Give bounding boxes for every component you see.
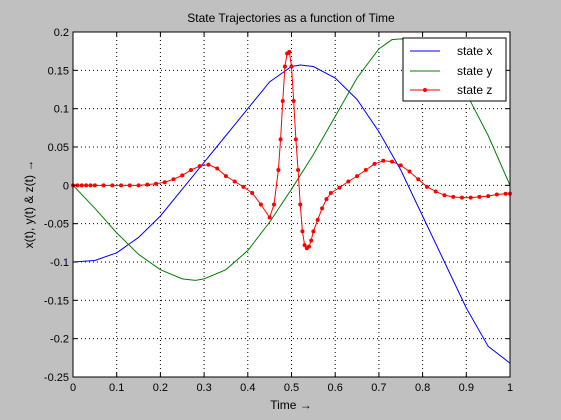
data-point-state-z [296,168,301,172]
data-point-state-z [92,183,97,188]
y-tick-label: -0.15 [44,295,69,307]
data-point-state-z [75,183,80,188]
legend-label-z: state z [457,83,492,97]
legend-label-x: state x [457,44,492,58]
data-point-state-z [424,184,429,189]
data-point-state-z [84,183,89,188]
y-tick-label: 0.05 [48,142,69,154]
data-point-state-z [154,181,159,186]
data-point-state-z [127,183,132,188]
data-point-state-z [258,202,263,207]
data-point-state-z [291,99,296,103]
data-point-state-z [486,194,491,199]
data-point-state-z [494,192,499,197]
y-tick-label: 0 [63,180,69,192]
data-point-state-z [101,183,106,188]
data-point-state-z [311,229,316,234]
data-point-state-z [110,183,115,188]
data-point-state-z [337,185,342,190]
data-point-state-z [315,217,320,222]
data-point-state-z [88,183,93,188]
data-point-state-z [267,215,272,220]
data-point-state-z [119,183,124,188]
data-point-state-z [180,173,185,178]
data-point-state-z [197,164,202,169]
data-point-state-z [459,195,464,200]
x-tick-label: 1 [507,382,513,394]
data-point-state-z [223,174,228,179]
data-point-state-z [407,169,412,174]
x-tick-label: 0.1 [109,382,124,394]
data-point-state-z [289,64,294,69]
x-tick-label: 0.8 [415,382,430,394]
data-point-state-z [162,180,167,185]
y-tick-label: -0.05 [44,219,69,231]
data-point-state-z [416,177,421,182]
data-point-state-z [282,64,287,69]
data-point-state-z [300,229,305,234]
series-line-state-x [72,64,511,364]
data-point-state-z [442,193,447,198]
x-tick-label: 0.5 [284,382,299,394]
data-point-state-z [355,174,360,179]
legend: state x state y state z [402,37,507,102]
data-point-state-z [188,168,193,172]
y-tick-label: -0.25 [44,372,69,384]
data-point-state-z [272,202,277,207]
data-point-state-z [250,191,255,195]
tick-labels: 0 0.1 0.2 0.3 0.4 0.5 0.6 0.7 0.8 0.9 1 -0.25 -0.2 -0… [44,27,513,394]
data-point-state-z [363,168,368,172]
data-point-state-z [171,177,176,182]
data-point-state-z [372,161,377,166]
data-point-state-z [79,183,84,188]
x-tick-label: 0.6 [328,382,343,394]
x-axis-label: Time → [270,398,312,412]
legend-marker-z [423,88,427,92]
data-point-state-z [390,159,395,164]
y-tick-label: 0.1 [54,104,69,116]
data-point-state-z [145,182,150,187]
data-point-state-z [280,99,285,103]
data-point-state-z [309,238,314,243]
data-point-state-z [320,206,325,211]
x-tick-label: 0.7 [371,382,386,394]
data-point-state-z [346,179,351,184]
grid [73,32,510,377]
y-tick-label: 0.2 [54,27,69,39]
data-point-state-z [278,137,283,142]
data-point-state-z [306,244,311,249]
data-point-state-z [381,158,386,163]
data-point-state-z [503,191,508,196]
data-point-state-z [206,162,211,167]
x-tick-label: 0 [70,382,76,394]
data-point-state-z [298,202,303,207]
data-point-state-z [328,191,333,195]
data-point-state-z [276,168,281,172]
data-point-state-z [232,179,237,184]
data-point-state-z [477,194,482,199]
data-point-state-z [324,197,329,202]
data-point-state-z [468,195,473,200]
y-tick-label: -0.1 [50,257,69,269]
tick-marks [72,31,511,378]
chart-title: State Trajectories as a function of Time [187,11,395,25]
data-point-state-z [451,194,456,199]
data-point-state-z [241,184,246,189]
data-point-state-z [287,49,292,54]
data-point-state-z [398,163,403,168]
y-axis-label: x(t), y(t) & z(t) → [22,160,36,249]
data-point-state-z [433,189,438,194]
x-tick-label: 0.4 [240,382,255,394]
x-tick-label: 0.9 [459,382,474,394]
y-tick-label: -0.2 [50,334,69,346]
x-tick-label: 0.2 [153,382,168,394]
y-tick-label: 0.15 [48,65,69,77]
data-point-state-z [302,243,307,248]
data-point-state-z [215,166,220,171]
data-point-state-z [136,183,141,188]
legend-label-y: state y [457,64,492,78]
x-tick-label: 0.3 [196,382,211,394]
data-point-state-z [293,137,298,142]
